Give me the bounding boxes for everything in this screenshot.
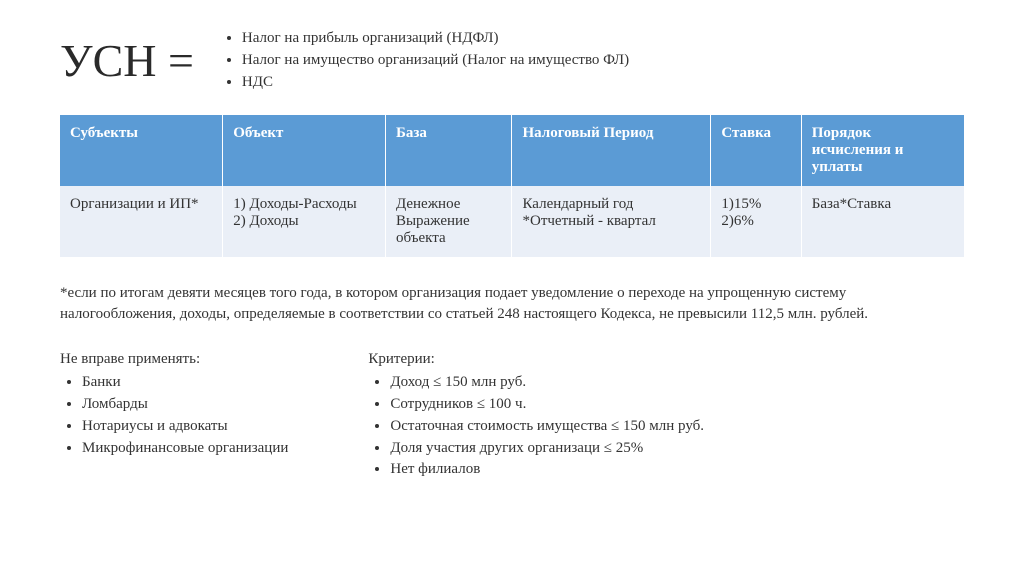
col-header: Объект — [223, 115, 386, 186]
cell: 1) Доходы-Расходы2) Доходы — [223, 186, 386, 257]
list-item: Банки — [82, 372, 288, 394]
page-title: УСН = — [60, 34, 194, 87]
list-item: Доход ≤ 150 млн руб. — [390, 372, 704, 394]
block-title: Не вправе применять: — [60, 351, 288, 368]
not-allowed-block: Не вправе применять: Банки Ломбарды Нота… — [60, 351, 288, 481]
criteria-block: Критерии: Доход ≤ 150 млн руб. Сотрудник… — [368, 351, 704, 481]
col-header: База — [385, 115, 512, 186]
list-item: Доля участия других организаци ≤ 25% — [390, 438, 704, 460]
cell: 1)15%2)6% — [711, 186, 801, 257]
table-header-row: Субъекты Объект База Налоговый Период Ст… — [60, 115, 964, 186]
header-row: УСН = Налог на прибыль организаций (НДФЛ… — [60, 28, 964, 93]
list-item: НДС — [242, 72, 629, 94]
cell: Организации и ИП* — [60, 186, 223, 257]
list-item: Сотрудников ≤ 100 ч. — [390, 394, 704, 416]
col-header: Налоговый Период — [512, 115, 711, 186]
not-allowed-list: Банки Ломбарды Нотариусы и адвокаты Микр… — [60, 372, 288, 459]
col-header: Субъекты — [60, 115, 223, 186]
cell: Денежное Выражение объекта — [385, 186, 512, 257]
block-title: Критерии: — [368, 351, 704, 368]
replaces-list: Налог на прибыль организаций (НДФЛ) Нало… — [222, 28, 629, 93]
criteria-list: Доход ≤ 150 млн руб. Сотрудников ≤ 100 ч… — [368, 372, 704, 481]
footnote: *если по итогам девяти месяцев того года… — [60, 283, 964, 325]
list-item: Налог на прибыль организаций (НДФЛ) — [242, 28, 629, 50]
col-header: Порядок исчисления и уплаты — [801, 115, 964, 186]
cell: Календарный год*Отчетный - квартал — [512, 186, 711, 257]
table-row: Организации и ИП* 1) Доходы-Расходы2) До… — [60, 186, 964, 257]
col-header: Ставка — [711, 115, 801, 186]
list-item: Нет филиалов — [390, 459, 704, 481]
list-item: Налог на имущество организаций (Налог на… — [242, 50, 629, 72]
list-item: Микрофинансовые организации — [82, 438, 288, 460]
bottom-columns: Не вправе применять: Банки Ломбарды Нота… — [60, 351, 964, 481]
list-item: Нотариусы и адвокаты — [82, 416, 288, 438]
list-item: Ломбарды — [82, 394, 288, 416]
list-item: Остаточная стоимость имущества ≤ 150 млн… — [390, 416, 704, 438]
cell: База*Ставка — [801, 186, 964, 257]
tax-table: Субъекты Объект База Налоговый Период Ст… — [60, 115, 964, 257]
